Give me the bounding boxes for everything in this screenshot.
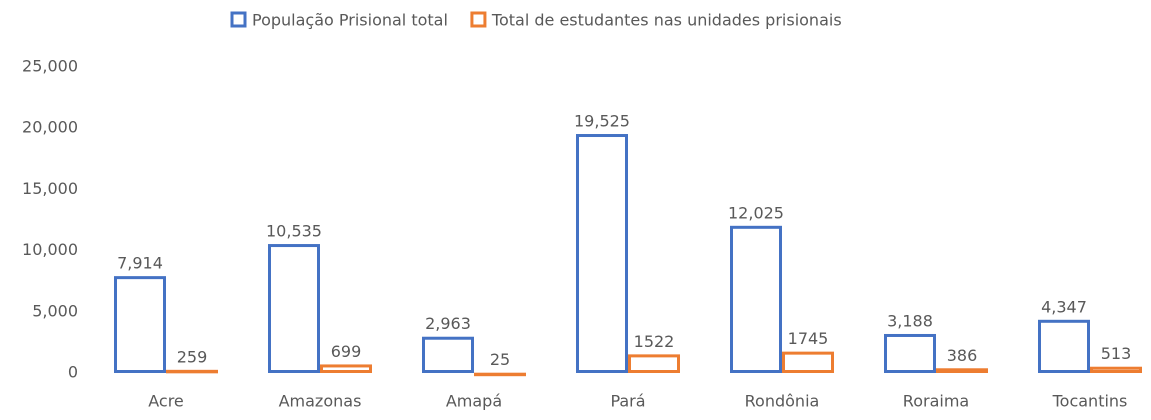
x-tick-label: Tocantins — [1052, 392, 1128, 411]
data-label: 25 — [490, 350, 510, 369]
x-tick-label: Amazonas — [279, 392, 362, 411]
legend-swatch — [230, 11, 247, 28]
bar — [1038, 319, 1090, 374]
bar — [166, 369, 218, 374]
bar — [782, 351, 834, 374]
bar — [422, 336, 474, 373]
bar — [1090, 366, 1142, 374]
data-label: 10,535 — [266, 222, 322, 241]
data-label: 7,914 — [117, 254, 163, 273]
x-tick-label: Rondônia — [745, 392, 820, 411]
data-label: 386 — [947, 346, 978, 365]
bar — [884, 333, 936, 373]
x-tick-label: Acre — [148, 392, 184, 411]
data-label: 2,963 — [425, 314, 471, 333]
y-tick-label: 20,000 — [22, 118, 78, 137]
bar — [268, 244, 320, 374]
y-tick-label: 25,000 — [22, 57, 78, 76]
bar — [114, 276, 166, 373]
bar — [474, 372, 526, 377]
data-label: 3,188 — [887, 311, 933, 330]
data-label: 19,525 — [574, 112, 630, 131]
data-label: 259 — [177, 347, 208, 366]
data-label: 12,025 — [728, 203, 784, 222]
legend-label: Total de estudantes nas unidades prision… — [491, 11, 842, 30]
x-tick-label: Pará — [610, 392, 645, 411]
data-label: 1522 — [634, 332, 675, 351]
bar — [628, 354, 680, 374]
data-label: 699 — [331, 342, 362, 361]
legend-swatch — [470, 11, 487, 28]
x-tick-label: Amapá — [446, 392, 502, 411]
bar — [576, 134, 628, 373]
legend-label: População Prisional total — [252, 11, 448, 30]
data-label: 513 — [1101, 344, 1132, 363]
y-tick-label: 10,000 — [22, 240, 78, 259]
y-tick-label: 5,000 — [32, 301, 78, 320]
bar — [730, 225, 782, 373]
bar — [936, 368, 988, 374]
data-label: 1745 — [788, 329, 829, 348]
x-tick-label: Roraima — [903, 392, 969, 411]
y-tick-label: 15,000 — [22, 179, 78, 198]
bar — [320, 364, 372, 374]
y-tick-label: 0 — [68, 363, 78, 382]
data-label: 4,347 — [1041, 297, 1087, 316]
